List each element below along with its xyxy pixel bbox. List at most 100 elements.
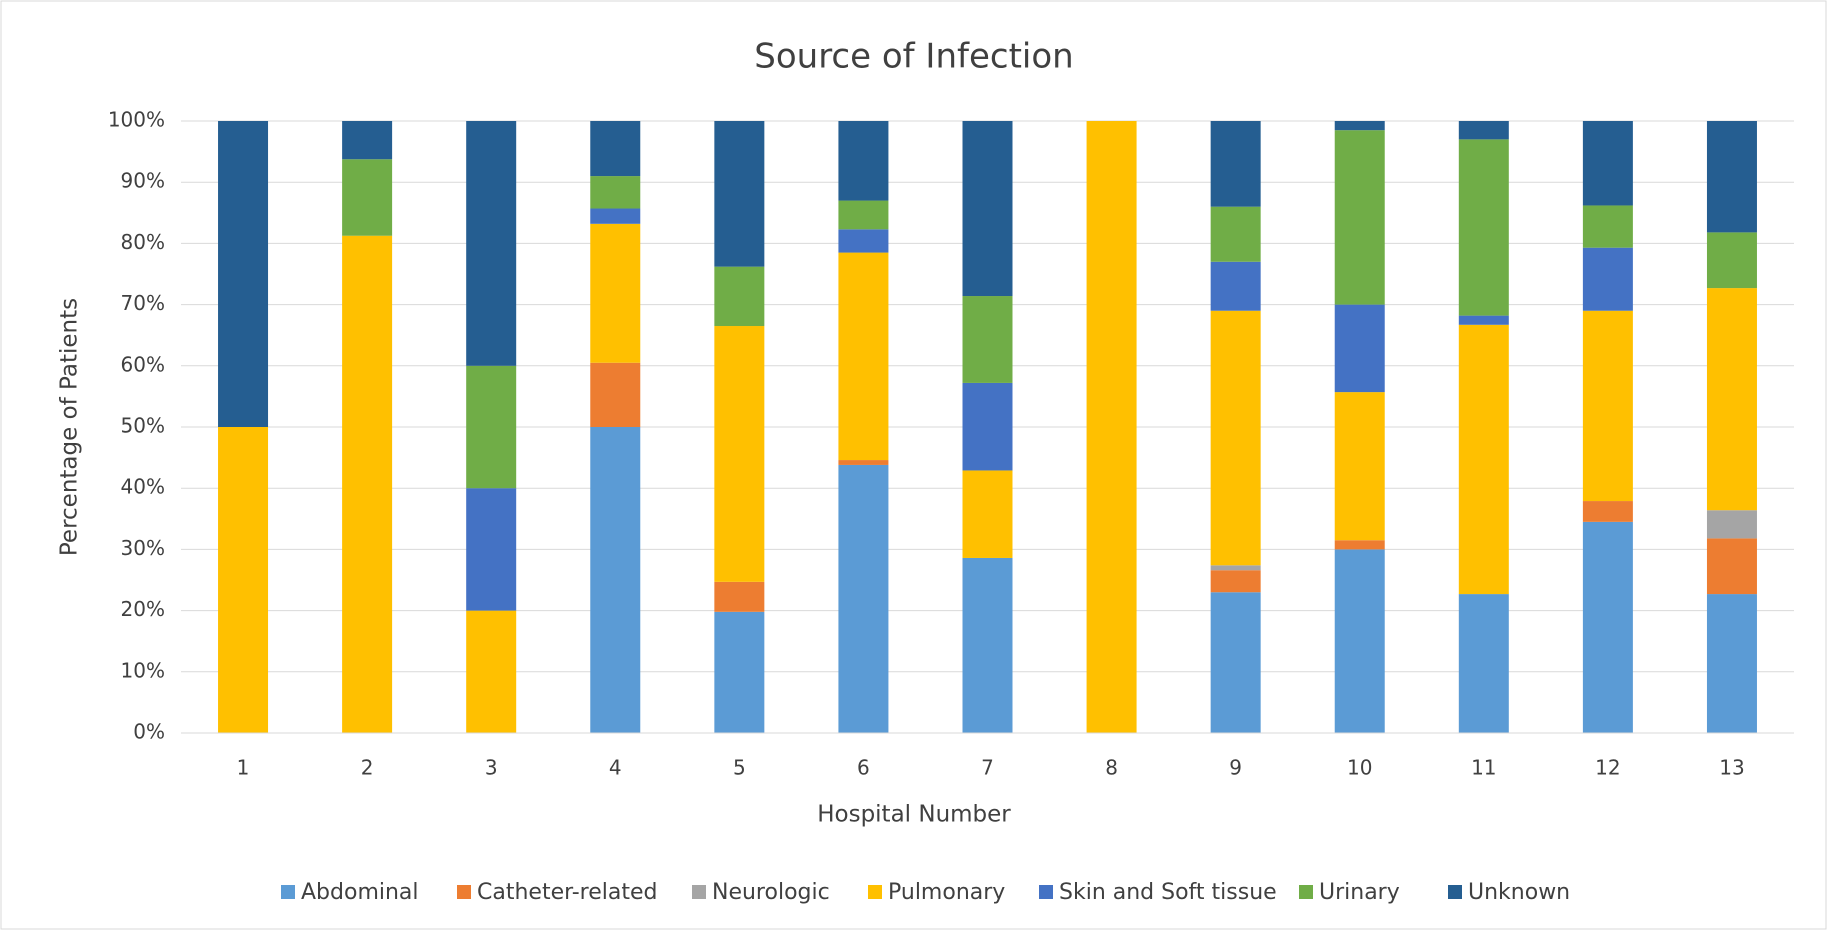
x-tick-label: 3 <box>485 756 498 780</box>
bar-segment <box>1210 206 1261 262</box>
bar-segment <box>1582 205 1633 248</box>
x-tick-label: 13 <box>1719 756 1744 780</box>
legend-swatch <box>457 885 471 899</box>
bar-segment <box>1334 304 1385 393</box>
x-tick-label: 8 <box>1105 756 1118 780</box>
bar-segment <box>714 121 765 267</box>
bar-segment <box>838 121 889 201</box>
bar-segment <box>1210 121 1261 207</box>
bar-segment <box>1582 501 1633 522</box>
x-tick-label: 1 <box>237 756 250 780</box>
y-tick-label: 40% <box>121 475 165 499</box>
bar-segment <box>590 427 641 733</box>
x-tick-label: 5 <box>733 756 746 780</box>
bar-segment <box>1334 540 1385 550</box>
x-axis-label: Hospital Number <box>817 802 1011 828</box>
legend-label: Urinary <box>1319 880 1400 905</box>
legend-swatch <box>868 885 882 899</box>
legend-label: Unknown <box>1468 880 1570 905</box>
x-tick-label: 2 <box>361 756 374 780</box>
bar-segment <box>838 252 889 461</box>
legend-swatch <box>1299 885 1313 899</box>
bar-segment <box>1458 121 1509 140</box>
bar-segment <box>1458 324 1509 595</box>
bar-segment <box>1458 315 1509 325</box>
y-tick-label: 10% <box>121 658 165 682</box>
bar-segment <box>838 464 889 733</box>
bar-segment <box>1334 549 1385 733</box>
bar-segment <box>962 382 1013 471</box>
bar-segment <box>1458 139 1509 316</box>
bar-segment <box>1706 288 1757 511</box>
legend-label: Pulmonary <box>888 880 1005 905</box>
y-tick-label: 20% <box>121 597 165 621</box>
bar-segment <box>590 176 641 209</box>
x-tick-label: 9 <box>1229 756 1242 780</box>
legend-swatch <box>692 885 706 899</box>
legend-swatch <box>281 885 295 899</box>
bar-segment <box>1210 570 1261 593</box>
bar-segment <box>962 121 1013 297</box>
bar-segment <box>1458 594 1509 733</box>
bar-segment <box>1086 121 1137 733</box>
bar-segment <box>466 121 517 366</box>
bar-segment <box>714 581 765 612</box>
bar-segment <box>714 611 765 733</box>
legend-label: Abdominal <box>301 880 419 905</box>
bar-segment <box>466 365 517 489</box>
bar-segment <box>218 427 269 733</box>
bar-segment <box>1334 121 1385 131</box>
y-tick-label: 90% <box>121 169 165 193</box>
bar-segment <box>962 557 1013 733</box>
bar-segment <box>1210 592 1261 733</box>
bar-segment <box>590 223 641 363</box>
bar-segment <box>466 488 517 611</box>
y-axis-label: Percentage of Patients <box>57 298 83 556</box>
y-tick-label: 100% <box>108 108 165 132</box>
bar-segment <box>962 296 1013 383</box>
bar-segment <box>1334 130 1385 305</box>
bar-segment <box>1706 232 1757 289</box>
bar-segment <box>1334 392 1385 541</box>
legend-label: Skin and Soft tissue <box>1059 880 1277 905</box>
bar-segment <box>962 470 1013 558</box>
bar-segment <box>1706 538 1757 595</box>
x-tick-label: 6 <box>857 756 870 780</box>
x-tick-label: 11 <box>1471 756 1496 780</box>
bar-segment <box>590 208 641 224</box>
x-tick-label: 12 <box>1595 756 1620 780</box>
legend-swatch <box>1039 885 1053 899</box>
legend-label: Neurologic <box>712 880 830 905</box>
y-tick-label: 80% <box>121 230 165 254</box>
bar-segment <box>1210 261 1261 311</box>
y-tick-label: 0% <box>133 720 165 744</box>
bar-segment <box>1582 247 1633 311</box>
y-tick-label: 50% <box>121 414 165 438</box>
bar-segment <box>466 610 517 733</box>
y-tick-label: 30% <box>121 536 165 560</box>
bar-segment <box>838 200 889 230</box>
y-tick-label: 60% <box>121 352 165 376</box>
bar-segment <box>1582 121 1633 206</box>
bar-segment <box>1582 521 1633 733</box>
legend-swatch <box>1448 885 1462 899</box>
bar-segment <box>838 229 889 253</box>
bar-segment <box>590 362 641 427</box>
bar-segment <box>1582 310 1633 502</box>
bar-segment <box>342 235 393 733</box>
bar-segment <box>714 266 765 327</box>
chart-title: Source of Infection <box>754 37 1073 77</box>
bar-segment <box>342 121 393 160</box>
x-tick-label: 4 <box>609 756 622 780</box>
x-tick-label: 7 <box>981 756 994 780</box>
bar-segment <box>1210 310 1261 566</box>
bar-segment <box>714 326 765 582</box>
y-tick-label: 70% <box>121 291 165 315</box>
bar-segment <box>590 121 641 177</box>
bar-segment <box>1706 594 1757 733</box>
legend-label: Catheter-related <box>477 880 658 905</box>
bar-segment <box>1706 510 1757 539</box>
bar-segment <box>342 159 393 236</box>
